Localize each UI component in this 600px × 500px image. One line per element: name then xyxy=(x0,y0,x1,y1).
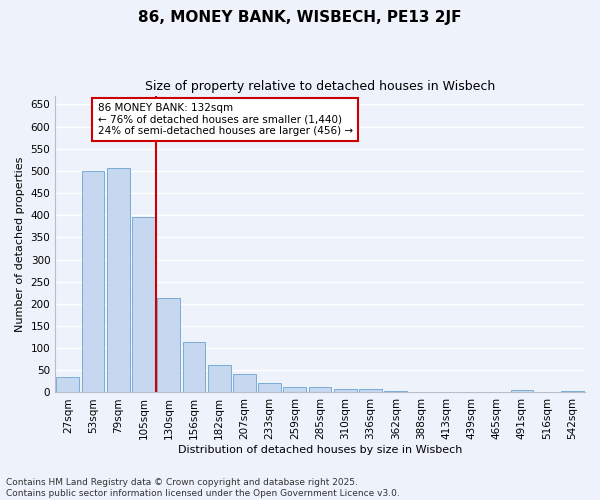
Text: 86, MONEY BANK, WISBECH, PE13 2JF: 86, MONEY BANK, WISBECH, PE13 2JF xyxy=(138,10,462,25)
Bar xyxy=(258,383,281,392)
Bar xyxy=(511,390,533,392)
Title: Size of property relative to detached houses in Wisbech: Size of property relative to detached ho… xyxy=(145,80,495,93)
Bar xyxy=(309,387,331,392)
Bar xyxy=(283,386,306,392)
Bar xyxy=(56,377,79,392)
Bar xyxy=(385,390,407,392)
Bar xyxy=(107,168,130,392)
X-axis label: Distribution of detached houses by size in Wisbech: Distribution of detached houses by size … xyxy=(178,445,462,455)
Bar xyxy=(182,342,205,392)
Bar xyxy=(359,389,382,392)
Bar xyxy=(334,389,356,392)
Bar xyxy=(208,364,230,392)
Y-axis label: Number of detached properties: Number of detached properties xyxy=(15,156,25,332)
Bar xyxy=(157,298,180,392)
Text: 86 MONEY BANK: 132sqm
← 76% of detached houses are smaller (1,440)
24% of semi-d: 86 MONEY BANK: 132sqm ← 76% of detached … xyxy=(98,103,353,136)
Bar xyxy=(561,391,584,392)
Bar xyxy=(82,171,104,392)
Text: Contains HM Land Registry data © Crown copyright and database right 2025.
Contai: Contains HM Land Registry data © Crown c… xyxy=(6,478,400,498)
Bar xyxy=(233,374,256,392)
Bar xyxy=(132,216,155,392)
